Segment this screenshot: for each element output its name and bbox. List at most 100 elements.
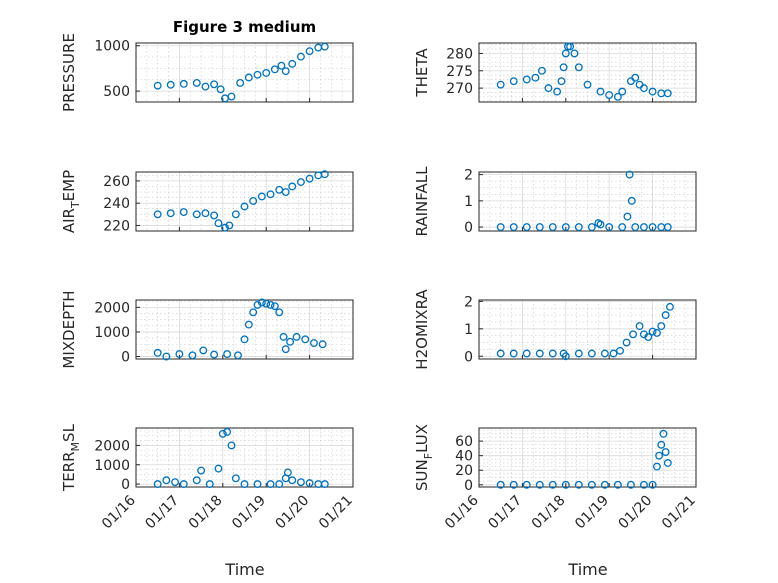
subplot-4: 0 1 2 RAINFALL [413, 166, 697, 237]
y-axis-label: RAINFALL [413, 166, 431, 237]
data-point [279, 332, 288, 341]
y-tick-label: 270 [446, 81, 473, 97]
axes-border [478, 299, 697, 360]
subplot-3: 220 240 260 AIRTEMP [60, 170, 354, 234]
data-point [231, 474, 240, 483]
data-point [509, 223, 518, 232]
data-point [587, 349, 596, 358]
y-tick-label: 40 [455, 449, 473, 465]
data-point [262, 299, 271, 308]
data-point [281, 67, 290, 76]
data-point [153, 81, 162, 90]
y-axis-label-main: PRESSURE [60, 33, 78, 112]
data-point [320, 480, 329, 489]
data-point [548, 349, 557, 358]
data-point [166, 80, 175, 89]
data-point [639, 84, 648, 93]
data-point [574, 63, 583, 72]
x-tick-label: 01/17 [142, 493, 182, 533]
data-point [288, 182, 297, 191]
data-point [179, 208, 188, 217]
data-point [244, 73, 253, 82]
data-points [153, 427, 329, 489]
y-tick-label: 20 [455, 463, 473, 479]
data-point [561, 223, 570, 232]
axes-border [478, 42, 697, 103]
data-point [561, 352, 570, 361]
y-tick-label: 1000 [94, 325, 130, 341]
data-point [296, 478, 305, 487]
data-point [199, 346, 208, 355]
data-point [153, 210, 162, 219]
data-point [631, 73, 640, 82]
data-point [197, 466, 206, 475]
data-point [548, 480, 557, 489]
data-point [661, 311, 670, 320]
data-point [166, 209, 175, 218]
data-point [663, 89, 672, 98]
data-point [179, 79, 188, 88]
y-axis-label-main: THETA [413, 48, 431, 98]
y-axis-label-main: AIR [60, 208, 78, 233]
data-point [574, 480, 583, 489]
data-point [162, 352, 171, 361]
y-axis-label: TERRMSL [60, 423, 82, 492]
data-point [296, 52, 305, 61]
y-tick-label: 1000 [94, 458, 130, 474]
data-point [663, 223, 672, 232]
data-point [663, 459, 672, 467]
y-axis-label-tail: LUX [413, 424, 431, 453]
data-point [570, 49, 579, 58]
data-point [192, 476, 201, 485]
x-tick-label: 01/21 [316, 493, 356, 533]
y-tick-label: 60 [455, 434, 473, 450]
y-axis-label: AIRTEMP [60, 170, 82, 233]
data-point [627, 196, 636, 205]
data-point [548, 223, 557, 232]
data-point [283, 468, 292, 477]
y-axis-label-main: TERR [60, 451, 78, 492]
data-point [600, 480, 609, 489]
data-point [522, 223, 531, 232]
data-point [659, 429, 668, 438]
data-point [587, 223, 596, 232]
data-point [522, 480, 531, 489]
data-point [175, 350, 184, 359]
y-tick-label: 1000 [94, 39, 130, 55]
data-point [657, 440, 666, 449]
data-point [616, 346, 624, 355]
data-point [648, 480, 657, 489]
data-point [535, 349, 544, 358]
data-point [236, 78, 245, 87]
data-point [531, 73, 540, 82]
data-point [275, 480, 284, 489]
data-points [153, 170, 329, 232]
data-point [162, 476, 171, 485]
data-point [566, 42, 575, 51]
data-point [223, 350, 232, 359]
data-points [496, 170, 672, 232]
data-point [639, 480, 648, 489]
data-point [496, 80, 505, 89]
data-point [266, 480, 275, 489]
data-point [257, 192, 266, 201]
axes-border [135, 171, 354, 232]
data-point [320, 42, 329, 51]
data-point [288, 59, 297, 68]
data-point [618, 223, 627, 232]
data-point [244, 320, 253, 329]
data-point [655, 451, 664, 460]
data-point [537, 66, 546, 75]
data-point [225, 221, 234, 230]
data-point [192, 78, 201, 87]
data-point [210, 211, 219, 220]
data-point [596, 220, 605, 229]
data-point [652, 462, 661, 471]
data-point [625, 170, 634, 179]
data-point [618, 87, 627, 96]
y-tick-label: 260 [103, 174, 130, 190]
data-point [305, 479, 314, 488]
data-point [509, 77, 518, 86]
data-point [296, 178, 305, 186]
